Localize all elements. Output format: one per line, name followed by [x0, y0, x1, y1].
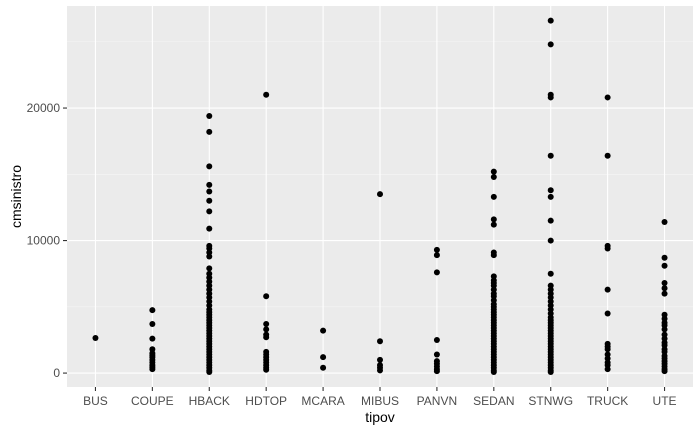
data-point: [661, 368, 668, 375]
data-point: [377, 338, 383, 345]
data-point: [92, 334, 99, 341]
data-point: [206, 369, 213, 376]
data-point: [263, 366, 270, 373]
data-point: [433, 252, 440, 259]
data-point: [661, 219, 668, 226]
data-point: [206, 225, 213, 232]
x-tick-label: HBACK: [189, 394, 230, 408]
data-point: [206, 208, 213, 215]
y-axis-title: cmsinistro: [8, 165, 24, 228]
data-point: [320, 364, 327, 371]
data-point: [547, 94, 554, 101]
data-point: [263, 326, 270, 333]
data-point: [490, 193, 497, 200]
data-point: [433, 351, 440, 358]
data-point: [661, 262, 668, 269]
data-point: [490, 168, 497, 175]
data-point: [547, 152, 554, 159]
x-tick-label: STNWG: [528, 394, 573, 408]
data-point: [206, 197, 213, 204]
data-point: [206, 128, 213, 135]
data-point: [547, 193, 554, 200]
data-point: [206, 253, 213, 260]
data-point: [547, 41, 554, 48]
data-point: [433, 246, 440, 253]
data-point: [206, 181, 213, 188]
data-point: [320, 354, 327, 361]
data-point: [206, 265, 213, 272]
data-point: [149, 335, 156, 342]
data-point: [377, 356, 383, 363]
data-point: [263, 293, 270, 300]
x-tick-label: COUPE: [131, 394, 174, 408]
x-tick-label: SEDAN: [473, 394, 514, 408]
data-point: [661, 326, 668, 333]
x-tick-label: BUS: [83, 394, 108, 408]
x-axis-title: tipov: [365, 409, 395, 425]
data-point: [206, 188, 213, 195]
data-point: [490, 369, 497, 376]
data-point: [604, 286, 611, 293]
data-point: [490, 173, 497, 180]
x-tick-label: TRUCK: [587, 394, 628, 408]
data-point: [433, 336, 440, 343]
y-tick-label: 20000: [27, 101, 61, 115]
data-point: [377, 191, 383, 198]
x-axis-ticks: BUS COUPE HBACK HDTOP MCARA MIBUS PANVN SEDAN ST…: [83, 387, 677, 408]
data-point: [206, 112, 213, 119]
y-tick-label: 0: [53, 366, 60, 380]
data-point: [263, 91, 270, 98]
data-points: [92, 17, 668, 376]
x-tick-label: MIBUS: [361, 394, 399, 408]
x-tick-label: UTE: [653, 394, 677, 408]
data-point: [661, 290, 668, 297]
data-point: [547, 237, 554, 244]
data-point: [547, 270, 554, 277]
x-tick-label: MCARA: [301, 394, 344, 408]
data-point: [263, 334, 270, 341]
data-point: [547, 217, 554, 224]
data-point: [604, 366, 611, 373]
data-point: [490, 216, 497, 223]
data-point: [206, 163, 213, 170]
data-point: [490, 252, 497, 259]
data-point: [320, 327, 327, 334]
data-point: [661, 254, 668, 261]
data-point: [490, 221, 497, 228]
data-point: [661, 279, 668, 286]
data-point: [547, 369, 554, 376]
data-point: [604, 152, 611, 159]
data-point: [604, 310, 611, 317]
data-point: [547, 17, 554, 24]
data-point: [661, 285, 668, 292]
data-point: [604, 346, 611, 353]
data-point: [377, 367, 383, 374]
x-tick-label: HDTOP: [245, 394, 287, 408]
data-point: [149, 307, 156, 314]
y-axis-ticks: 0 10000 20000: [27, 101, 67, 380]
data-point: [433, 368, 440, 375]
data-point: [433, 269, 440, 276]
y-tick-label: 10000: [27, 234, 61, 248]
data-point: [149, 366, 156, 373]
data-point: [547, 187, 554, 194]
data-point: [263, 321, 270, 328]
data-point: [604, 245, 611, 252]
data-point: [149, 321, 156, 328]
data-point: [604, 94, 611, 101]
x-tick-label: PANVN: [417, 394, 457, 408]
